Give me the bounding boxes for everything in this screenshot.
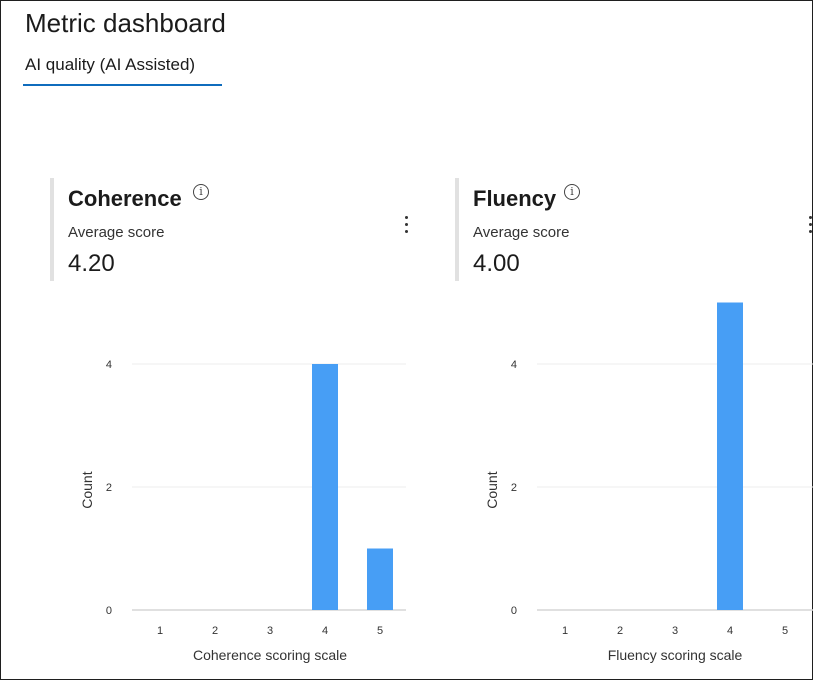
tab-ai-quality[interactable]: AI quality (AI Assisted) xyxy=(25,55,196,74)
coherence-histogram: 0 2 4 1 2 3 4 5 Coherence scoring scale Count xyxy=(79,359,406,663)
more-options-icon[interactable] xyxy=(403,214,409,240)
x-tick-label: 5 xyxy=(377,625,383,637)
x-tick-label: 3 xyxy=(267,625,273,637)
x-tick-label: 2 xyxy=(617,625,623,637)
x-tick-label: 4 xyxy=(322,625,328,637)
info-icon[interactable]: i xyxy=(564,184,580,200)
x-tick-label: 3 xyxy=(672,625,678,637)
x-axis-label: Fluency scoring scale xyxy=(608,647,743,663)
y-axis-label: Count xyxy=(484,471,500,508)
y-tick-label: 2 xyxy=(106,482,112,494)
x-tick-label: 1 xyxy=(562,625,568,637)
fluency-histogram: 0 2 4 1 2 3 4 5 Fluency scoring scale Count xyxy=(484,302,813,663)
x-tick-label: 2 xyxy=(212,625,218,637)
y-tick-label: 4 xyxy=(106,359,112,371)
y-axis-label: Count xyxy=(79,471,95,508)
more-options-icon[interactable] xyxy=(807,214,813,240)
y-tick-label: 0 xyxy=(106,605,112,617)
y-tick-label: 4 xyxy=(511,359,517,371)
info-icon[interactable]: i xyxy=(193,184,209,200)
card-accent-bar xyxy=(50,178,54,281)
y-tick-label: 2 xyxy=(511,482,517,494)
histogram-bar[interactable] xyxy=(717,302,743,611)
x-tick-label: 4 xyxy=(727,625,733,637)
card-title: Coherence xyxy=(68,186,182,211)
tab-active-indicator xyxy=(23,84,222,86)
card-subtitle: Average score xyxy=(68,224,165,241)
x-tick-label: 5 xyxy=(782,625,788,637)
page-title: Metric dashboard xyxy=(25,8,226,38)
x-axis-label: Coherence scoring scale xyxy=(193,647,347,663)
card-accent-bar xyxy=(455,178,459,281)
average-score: 4.00 xyxy=(473,250,520,277)
histogram-bar[interactable] xyxy=(312,364,338,610)
histogram-bar[interactable] xyxy=(367,548,393,611)
average-score: 4.20 xyxy=(68,250,115,277)
card-subtitle: Average score xyxy=(473,224,570,241)
x-tick-label: 1 xyxy=(157,625,163,637)
y-tick-label: 0 xyxy=(511,605,517,617)
card-title: Fluency xyxy=(473,186,557,211)
